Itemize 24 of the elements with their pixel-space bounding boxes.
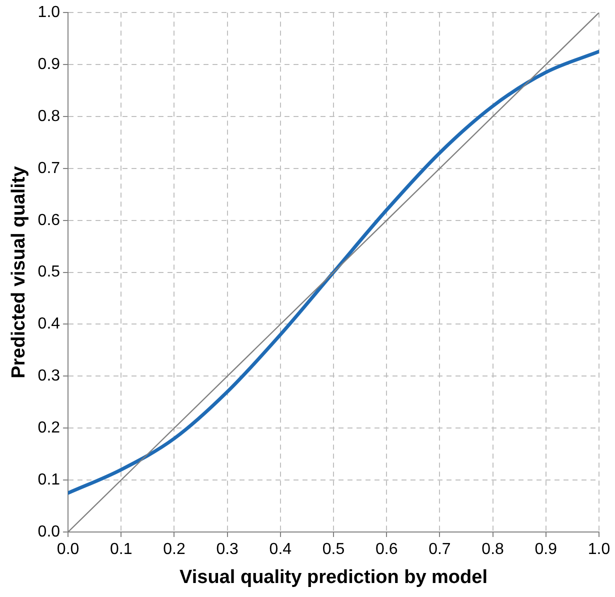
x-tick-label: 0.7 bbox=[428, 541, 451, 558]
y-tick-label: 0.2 bbox=[38, 420, 60, 437]
x-tick-label: 0.0 bbox=[56, 541, 80, 558]
x-tick-label: 0.4 bbox=[269, 541, 292, 558]
y-tick-label: 0.8 bbox=[38, 108, 60, 125]
x-tick-label: 0.5 bbox=[322, 541, 345, 558]
y-tick-label: 0.6 bbox=[38, 212, 60, 229]
x-tick-label: 0.2 bbox=[163, 541, 186, 558]
y-tick-label: 0.5 bbox=[38, 264, 60, 281]
x-tick-label: 1.0 bbox=[588, 541, 610, 558]
y-tick-label: 1.0 bbox=[38, 4, 60, 22]
y-tick-label: 0.9 bbox=[38, 56, 60, 73]
x-tick-label: 0.8 bbox=[482, 541, 504, 558]
x-axis-title: Visual quality prediction by model bbox=[180, 566, 488, 588]
y-axis-title: Predicted visual quality bbox=[8, 166, 30, 378]
y-tick-label: 0.1 bbox=[38, 471, 60, 488]
x-tick-label: 0.3 bbox=[216, 541, 239, 558]
y-tick-label: 0.4 bbox=[38, 316, 60, 333]
y-tick-label: 0.7 bbox=[38, 160, 60, 177]
y-tick-label: 0.3 bbox=[38, 368, 60, 385]
x-tick-label: 0.9 bbox=[534, 541, 558, 558]
x-tick-label: 0.1 bbox=[110, 541, 132, 558]
x-tick-label: 0.6 bbox=[375, 541, 398, 558]
y-tick-label: 0.0 bbox=[38, 523, 60, 540]
